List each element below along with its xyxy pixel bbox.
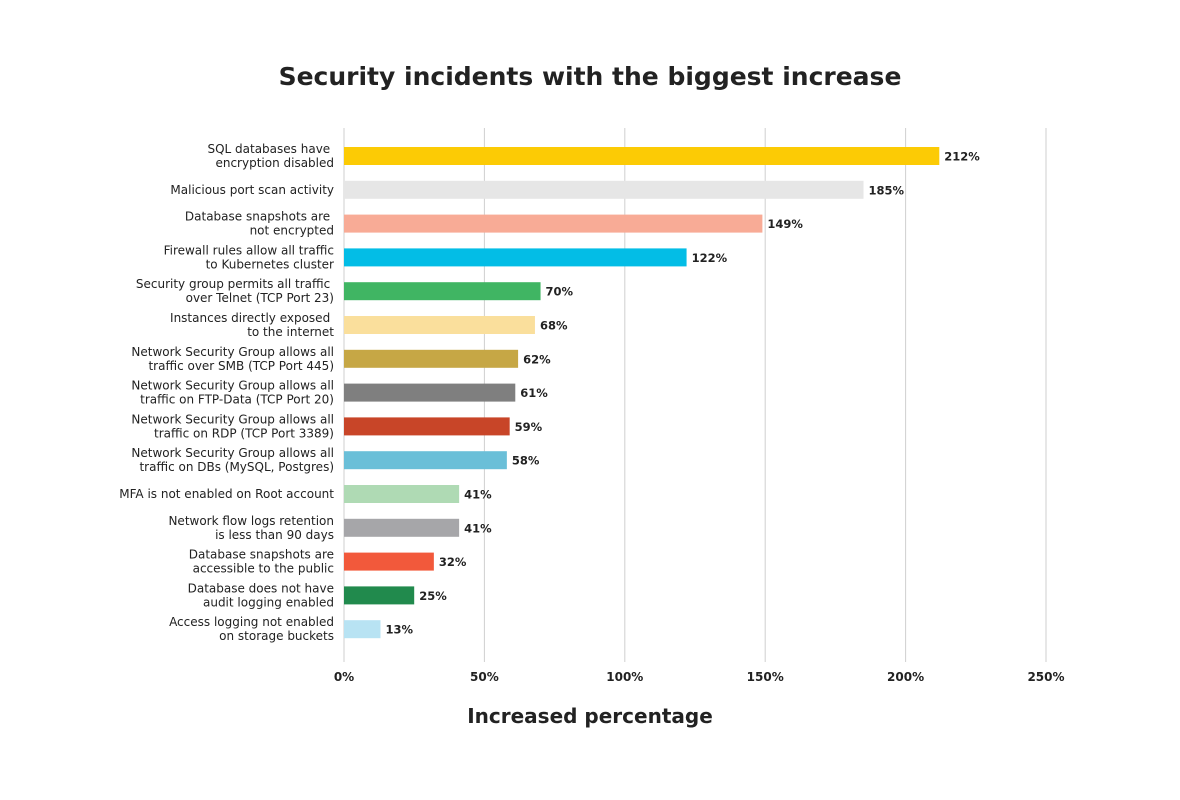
category-label-line: to the internet [247, 325, 334, 339]
bar [344, 316, 535, 334]
bar-value-label: 212% [944, 150, 980, 164]
category-label: Network flow logs retention is less than … [168, 514, 334, 542]
category-label-line: over Telnet (TCP Port 23) [186, 291, 334, 305]
category-label-line: audit logging enabled [203, 595, 334, 609]
x-tick-label: 50% [470, 670, 499, 684]
category-label-line: Network Security Group allows all [131, 345, 334, 359]
category-label-line: Database snapshots are [189, 548, 334, 562]
category-label-line: traffic on DBs (MySQL, Postgres) [139, 460, 334, 474]
x-tick-label: 0% [334, 670, 354, 684]
bar [344, 417, 510, 436]
category-label: Network Security Group allows all traffic… [131, 412, 334, 440]
bar [344, 248, 687, 267]
bars [344, 147, 940, 639]
category-label-line: Malicious port scan activity [170, 183, 334, 197]
x-axis-title: Increased percentage [467, 704, 713, 728]
bar-value-label: 32% [439, 555, 467, 569]
category-label-line: Network Security Group allows all [131, 412, 334, 426]
bar-value-label: 41% [464, 521, 492, 535]
bar-value-label: 70% [546, 285, 574, 299]
category-label: MFA is not enabled on Root account [119, 487, 334, 501]
category-label-line: Security group permits all traffic [136, 277, 334, 291]
category-label-line: Network Security Group allows all [131, 446, 334, 460]
bar [344, 620, 381, 639]
category-label-line: Firewall rules allow all traffic [164, 243, 334, 257]
category-label-line: to Kubernetes cluster [206, 257, 334, 271]
category-label-line: traffic on FTP-Data (TCP Port 20) [140, 393, 334, 407]
bar [344, 586, 415, 605]
bar [344, 485, 460, 503]
x-tick-label: 150% [747, 670, 784, 684]
category-label: Malicious port scan activity [170, 183, 334, 197]
category-label-line: on storage buckets [219, 629, 334, 643]
bar [344, 214, 763, 233]
bar [344, 349, 519, 368]
bar [344, 552, 434, 571]
category-label-line: MFA is not enabled on Root account [119, 487, 334, 501]
value-labels: 212% 185% 149% 122% 70% 68% 62% 61% 59% 58% 41% 41%… [386, 150, 981, 637]
category-label-line: is less than 90 days [215, 528, 334, 542]
bar-value-label: 41% [464, 488, 492, 502]
bar-value-label: 58% [512, 454, 540, 468]
category-label: Network Security Group allows all traffic… [131, 345, 334, 373]
bar [344, 383, 516, 402]
bar [344, 147, 940, 165]
bar [344, 451, 507, 470]
category-label: SQL databases have encryption disabled [207, 142, 334, 170]
category-label-line: traffic over SMB (TCP Port 445) [148, 359, 334, 373]
category-label-line: Database snapshots are [185, 210, 334, 224]
category-label-line: encryption disabled [215, 156, 334, 170]
x-tick-label: 250% [1027, 670, 1064, 684]
category-label: Security group permits all traffic over … [136, 277, 334, 305]
category-label-line: Database does not have [188, 581, 334, 595]
bar-value-label: 122% [692, 251, 728, 265]
x-tick-label: 200% [887, 670, 924, 684]
bar-value-label: 61% [520, 386, 548, 400]
category-label-line: Access logging not enabled [169, 615, 334, 629]
category-label: Database snapshots are accessible to the … [189, 548, 334, 576]
category-label-line: Instances directly exposed [170, 311, 334, 325]
category-label: Access logging not enabled on storage buc… [169, 615, 334, 643]
category-label-line: SQL databases have [207, 142, 334, 156]
bar-value-label: 59% [515, 420, 543, 434]
category-label-line: Network Security Group allows all [131, 379, 334, 393]
bar-value-label: 13% [386, 623, 414, 637]
category-label: Instances directly exposed to the intern… [170, 311, 334, 339]
category-label: Network Security Group allows all traffic… [131, 446, 334, 474]
bar-value-label: 149% [767, 217, 803, 231]
x-tick-label: 100% [606, 670, 643, 684]
category-label: Database snapshots are not encrypted [185, 210, 334, 238]
category-label: Network Security Group allows all traffic… [131, 379, 334, 407]
bar-value-label: 25% [419, 589, 447, 603]
category-label: Database does not have audit logging enab… [188, 581, 334, 609]
bar-value-label: 62% [523, 352, 551, 366]
category-label-line: Network flow logs retention [168, 514, 334, 528]
bar-value-label: 185% [868, 183, 904, 197]
bar-value-label: 68% [540, 319, 568, 333]
category-labels: SQL databases have encryption disabled Ma… [119, 142, 334, 643]
category-label-line: not encrypted [250, 224, 334, 238]
category-label-line: accessible to the public [193, 562, 334, 576]
x-axis-ticks: 0% 50% 100% 150% 200% 250% [334, 670, 1065, 684]
bar [344, 282, 541, 301]
category-label-line: traffic on RDP (TCP Port 3389) [154, 426, 334, 440]
bar [344, 180, 864, 199]
chart-title: Security incidents with the biggest incr… [278, 62, 902, 91]
category-label: Firewall rules allow all traffic to Kuber… [164, 243, 334, 271]
bar [344, 518, 460, 537]
